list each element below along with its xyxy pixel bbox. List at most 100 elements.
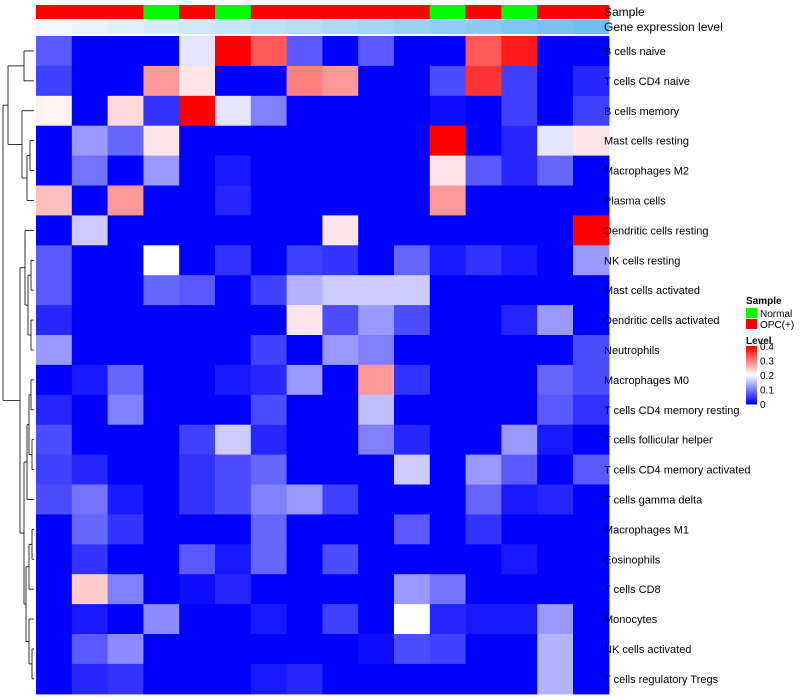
heatmap-cell [250,634,288,665]
heatmap-cell [501,663,538,695]
heatmap-cell [358,215,395,246]
heatmap-cell [537,185,574,216]
sample-annotation-bar [36,5,610,19]
heatmap-cell [286,634,323,665]
legend-colorbar-step [746,351,757,354]
heatmap-cell [322,604,359,635]
heatmap-cell [143,36,180,67]
heatmap-cell [501,95,538,127]
heatmap-cell [573,364,610,396]
heatmap-cell [394,604,431,635]
heatmap-cell [429,364,467,396]
heatmap-cell [36,36,73,67]
heatmap-cell [71,604,109,635]
heatmap-cell [250,544,288,575]
sample-cell-normal [501,5,538,19]
heatmap-cell [286,574,323,605]
heatmap-cell [429,574,467,605]
heatmap-cell [358,275,395,306]
heatmap-cell [36,574,73,605]
legend-colorbar-step [746,383,757,386]
heatmap-cell [215,155,252,187]
heatmap-cell [429,663,467,695]
heatmap-cell [429,544,467,575]
heatmap-cell [179,663,216,695]
legend-colorbar-step [746,376,757,379]
heatmap-cell [358,663,395,695]
heatmap-cell [286,215,323,246]
heatmap-cell [71,514,109,545]
heatmap-cell [394,544,431,575]
row-label: T cells CD4 memory resting [604,405,740,417]
heatmap-cell [394,155,431,187]
heatmap-cell [501,454,538,486]
heatmap-cell [250,275,288,306]
sample-cell-opc [322,5,359,19]
row-label: T cells follicular helper [604,435,713,447]
heatmap-cells [36,36,610,695]
heatmap-cell [286,424,323,456]
heatmap-cell [143,574,180,605]
heatmap-cell [573,424,610,456]
heatmap-cell [36,215,73,246]
heatmap-cell [250,424,288,456]
row-label: B cells naive [604,46,666,58]
heatmap-cell [429,394,467,426]
heatmap-cell [322,574,359,605]
sample-cell-opc [71,5,109,19]
heatmap-cell [429,484,467,515]
row-dendrogram [2,50,34,680]
expression-level-cell [143,20,180,34]
heatmap-cell [358,634,395,665]
heatmap-cell [71,335,109,366]
heatmap-cell [394,245,431,276]
sample-cell-opc [250,5,288,19]
heatmap-cell [358,514,395,545]
heatmap-cell [179,305,216,336]
row-label: Dendritic cells activated [604,315,720,327]
heatmap-cell [394,364,431,396]
heatmap-cell [573,634,610,665]
heatmap-cell [429,634,467,665]
heatmap-cell [215,215,252,246]
heatmap-cell [537,514,574,545]
sample-cell-opc [358,5,395,19]
expression-level-cell [394,20,431,34]
heatmap-cell [322,544,359,575]
heatmap-cell [36,364,73,396]
heatmap-cell [394,305,431,336]
heatmap-cell [465,484,502,515]
row-label: NK cells activated [604,644,691,656]
heatmap-cell [215,305,252,336]
heatmap-cell [429,275,467,306]
heatmap-cell [358,245,395,276]
legend-colorbar-step [746,346,757,348]
expression-level-cell [537,20,574,34]
heatmap-cell [286,454,323,486]
heatmap-cell [215,574,252,605]
legend-colorbar-step [746,363,757,366]
heatmap-cell [573,663,610,695]
legend-colorbar-step [746,366,757,369]
heatmap-cell [36,305,73,336]
heatmap-cell [465,335,502,366]
heatmap-cell [107,574,144,605]
heatmap-cell [465,574,502,605]
heatmap-cell [573,65,610,97]
heatmap-cell [215,275,252,306]
legend-level-ticks: 0.4 0.3 0.2 0.1 0 [760,342,774,411]
heatmap-cell [537,574,574,605]
heatmap-cell [573,574,610,605]
heatmap-cell [215,125,252,157]
row-label: Dendritic cells resting [604,225,709,237]
heatmap-cell [250,215,288,246]
heatmap-cell [537,305,574,336]
heatmap-cell [358,305,395,336]
heatmap-cell [429,36,467,67]
legend-colorbar-step [746,377,757,380]
heatmap-cell [143,275,180,306]
heatmap-cell [537,634,574,665]
heatmap-cell [143,394,180,426]
heatmap-cell [71,305,109,336]
heatmap-cell [286,544,323,575]
